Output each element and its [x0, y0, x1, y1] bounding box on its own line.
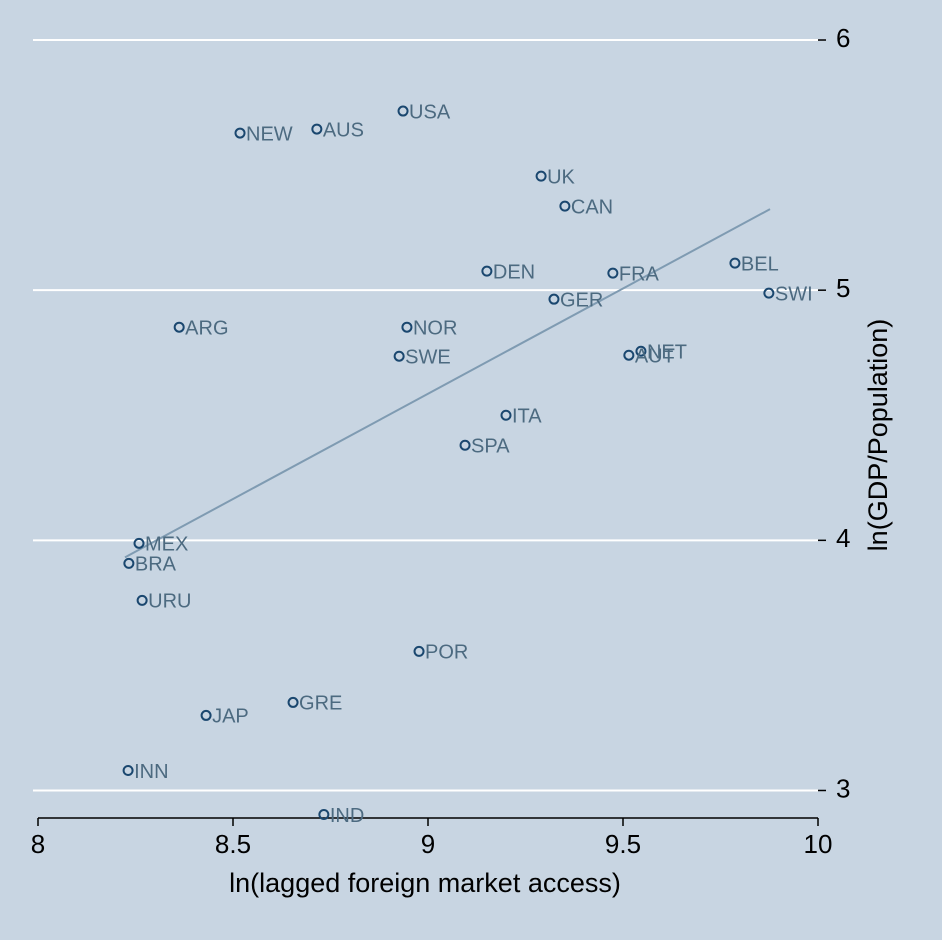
x-tick-label: 9 [421, 829, 435, 859]
point-label: INN [134, 761, 168, 783]
point [136, 594, 148, 606]
point-label: SWE [405, 346, 451, 368]
point [559, 200, 571, 212]
x-tick-label: 8.5 [215, 829, 251, 859]
point-label: AUS [323, 119, 364, 141]
point [623, 349, 635, 361]
point-label: NEW [246, 123, 293, 145]
point [287, 696, 299, 708]
point [122, 764, 134, 776]
point [481, 265, 493, 277]
point [413, 645, 425, 657]
point-label: DEN [493, 261, 535, 283]
point [397, 105, 409, 117]
point [401, 321, 413, 333]
y-axis-title: ln(GDP/Population) [863, 319, 893, 552]
point-label: GRE [299, 693, 342, 715]
point-label: SPA [471, 436, 510, 458]
x-tick-label: 10 [804, 829, 833, 859]
point-label: AUT [635, 345, 675, 367]
point [635, 345, 647, 357]
x-axis-title: ln(lagged foreign market access) [229, 868, 621, 898]
point [393, 350, 405, 362]
point [318, 808, 330, 820]
point-label: BRA [135, 554, 177, 576]
point-label: GER [560, 289, 603, 311]
y-tick-label: 5 [836, 273, 850, 303]
point [763, 287, 775, 299]
point-label: ARG [185, 317, 228, 339]
point [173, 321, 185, 333]
y-tick-label: 4 [836, 523, 850, 553]
point-label: CAN [571, 196, 613, 218]
point-label: SWI [775, 283, 813, 305]
x-tick-label: 8 [31, 829, 45, 859]
point [607, 267, 619, 279]
point-label: BEL [741, 253, 779, 275]
point [548, 293, 560, 305]
point-label: UK [547, 166, 575, 188]
point [123, 557, 135, 569]
point [200, 709, 212, 721]
point-label: FRA [619, 263, 660, 285]
x-tick-label: 9.5 [605, 829, 641, 859]
point-label: URU [148, 591, 191, 613]
point-label: IND [330, 805, 364, 827]
point [234, 127, 246, 139]
point [729, 257, 741, 269]
point-label: POR [425, 642, 468, 664]
point-label: MEX [145, 534, 188, 556]
point [133, 537, 145, 549]
point-label: ITA [512, 406, 542, 428]
point [311, 123, 323, 135]
point-label: USA [409, 101, 451, 123]
fit-line [124, 208, 771, 559]
point [535, 170, 547, 182]
y-tick-label: 6 [836, 23, 850, 53]
point-label: NOR [413, 317, 457, 339]
point [500, 409, 512, 421]
y-tick-label: 3 [836, 773, 850, 803]
point-label: JAP [212, 706, 249, 728]
point [459, 439, 471, 451]
point-label: NET [647, 341, 687, 363]
